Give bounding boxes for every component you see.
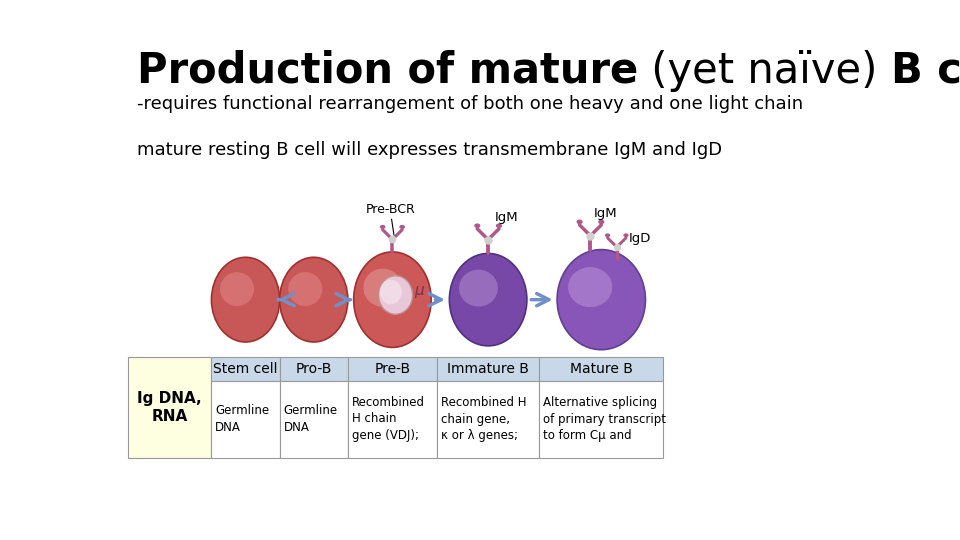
Text: Ig DNA,
RNA: Ig DNA, RNA [137,392,202,424]
Ellipse shape [378,276,413,314]
Ellipse shape [557,249,645,350]
Ellipse shape [211,257,279,342]
Ellipse shape [474,224,480,228]
Ellipse shape [380,225,385,229]
Ellipse shape [353,252,431,347]
Text: Recombined
H chain
gene (VDJ);: Recombined H chain gene (VDJ); [351,396,424,442]
Bar [128,357,211,457]
Text: μ: μ [414,283,424,298]
Text: mature resting B cell will expresses transmembrane IgM and IgD: mature resting B cell will expresses tra… [137,141,722,159]
Ellipse shape [380,280,401,304]
Bar [540,381,663,457]
Text: Germline
DNA: Germline DNA [215,404,270,434]
Text: Pre-B: Pre-B [374,362,411,376]
Text: Mature B: Mature B [570,362,633,376]
Text: IgM: IgM [494,211,518,224]
Text: (yet naïve): (yet naïve) [638,50,891,92]
Bar [211,357,279,381]
Text: Germline
DNA: Germline DNA [283,404,338,434]
Ellipse shape [220,272,254,306]
Text: -requires functional rearrangement of both one heavy and one light chain: -requires functional rearrangement of bo… [137,94,804,112]
Ellipse shape [459,269,498,307]
Bar [348,357,437,381]
Text: B cell: B cell [891,50,960,92]
Text: Stem cell: Stem cell [213,362,277,376]
Text: Production of mature: Production of mature [137,50,638,92]
Ellipse shape [288,272,323,306]
Text: Pro-B: Pro-B [296,362,332,376]
Ellipse shape [279,257,348,342]
Text: Immature B: Immature B [447,362,529,376]
Text: Pre-BCR: Pre-BCR [366,204,415,235]
Text: Alternative splicing
of primary transcript
to form Cμ and: Alternative splicing of primary transcri… [543,396,666,442]
Bar [279,357,348,381]
Bar [279,381,348,457]
Ellipse shape [399,225,405,229]
Ellipse shape [623,233,629,237]
Bar [437,381,540,457]
Ellipse shape [449,253,527,346]
Bar [211,381,279,457]
Text: IgM: IgM [593,207,617,220]
Ellipse shape [576,220,583,224]
Ellipse shape [605,233,611,237]
Bar [540,357,663,381]
Bar [348,381,437,457]
Ellipse shape [598,220,605,224]
Text: IgD: IgD [629,232,652,245]
Ellipse shape [496,224,502,228]
Text: Recombined H
chain gene,
κ or λ genes;: Recombined H chain gene, κ or λ genes; [441,396,526,442]
Bar [437,357,540,381]
Ellipse shape [568,267,612,307]
Ellipse shape [363,268,402,307]
